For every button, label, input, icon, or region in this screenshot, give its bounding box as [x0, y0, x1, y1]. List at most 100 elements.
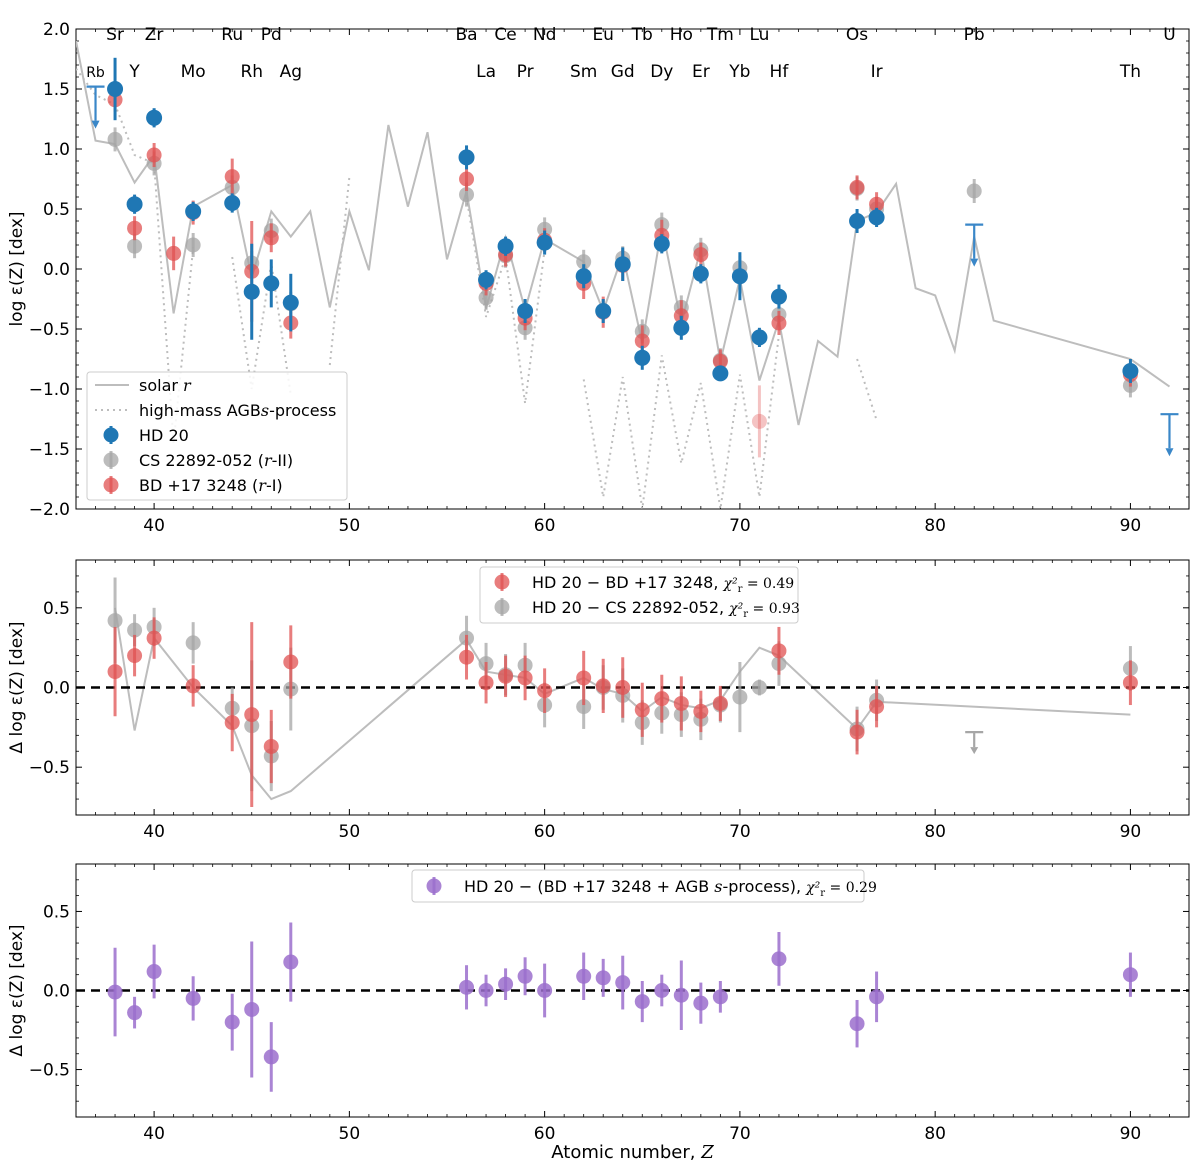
diff-bd17-agb-point [244, 1001, 260, 1017]
hd20-point [712, 365, 729, 382]
element-label-lu: Lu [749, 25, 769, 45]
y-axis-label: Δ log ε(Z) [dex] [7, 621, 27, 753]
diff-bd17-agb-point [869, 989, 885, 1005]
y-tick-label: 2.0 [43, 20, 70, 40]
bd17-point [634, 333, 650, 349]
legend-label: BD +17 3248 (r-I) [139, 476, 283, 495]
bd17-point [263, 230, 279, 246]
hd20-point [126, 196, 143, 213]
x-tick-label: 70 [729, 1124, 751, 1144]
diff-bd17-agb-point [127, 1005, 143, 1021]
series-hd20 [86, 57, 1179, 457]
x-tick-label: 90 [1120, 1124, 1142, 1144]
element-label-ag: Ag [280, 62, 302, 82]
legend-marker [494, 599, 510, 615]
legend-marker [103, 427, 119, 443]
element-label-sr: Sr [106, 25, 124, 45]
legend-marker [103, 477, 119, 493]
diff-bd17-point [185, 678, 201, 694]
diff-bd17-point [849, 724, 865, 740]
bd17-point [712, 353, 728, 369]
legend-box [479, 566, 799, 624]
cs22892-point [966, 183, 982, 199]
element-label-rh: Rh [240, 62, 263, 82]
legend-middle: HD 20 − BD +17 3248, χ²r = 0.49 HD 20 − C… [479, 566, 800, 624]
element-label-pb: Pb [964, 25, 985, 45]
element-label-eu: Eu [592, 25, 614, 45]
x-tick-label: 90 [1120, 822, 1142, 842]
diff-bd17-point [615, 680, 631, 695]
bd17-point [146, 147, 162, 163]
x-axis-label: Atomic number, Z [551, 1142, 714, 1163]
bd17-point [224, 169, 240, 185]
legend-bottom: HD 20 − (BD +17 3248 + AGB s-process), χ… [411, 869, 877, 903]
legend-label: high-mass AGBs-process [139, 401, 336, 420]
diff-bd17-agb-point [849, 1016, 865, 1032]
diff-cs22892-point [732, 689, 748, 705]
diff-bd17-point [1122, 675, 1138, 691]
bd17-point [771, 315, 787, 331]
diff-bd17-point [263, 738, 279, 754]
diff-bd17-point [537, 683, 553, 699]
hd20-point [653, 235, 670, 252]
y-tick-label: −0.5 [29, 320, 70, 340]
element-label-tm: Tm [706, 25, 734, 45]
hd20-point [458, 149, 475, 166]
upper-limit-arrowhead [1165, 448, 1174, 457]
legend-top: solar r high-mass AGBs-process HD 20 CS 228… [86, 371, 348, 501]
element-label-tb: Tb [631, 25, 653, 45]
bd17-point [849, 179, 865, 195]
x-tick-label: 90 [1120, 516, 1142, 536]
diff-cs22892-upper-limit [965, 731, 984, 755]
hd20-point [107, 81, 124, 97]
y-tick-label: 1.5 [43, 80, 70, 100]
element-label-mo: Mo [181, 62, 206, 82]
diff-bd17-point [107, 664, 123, 680]
legend-box [411, 869, 865, 903]
cs22892-point [478, 290, 494, 306]
element-label-gd: Gd [611, 62, 635, 82]
hd20-point [282, 294, 299, 311]
agb-s-process-line [328, 176, 351, 366]
y-tick-label: 0.5 [43, 902, 70, 922]
x-tick-label: 70 [729, 516, 751, 536]
diff-bd17-point [478, 675, 494, 691]
element-label-ba: Ba [455, 25, 477, 45]
top-panel-abundances: 40 50 60 70 80 90 2.0 1.5 1.0 0.5 0.0 −0.5 −1.0 −1.5 −… [7, 20, 1190, 536]
legend-label: CS 22892-052 (r-II) [139, 451, 293, 470]
diff-bd17-agb-point [673, 987, 689, 1003]
element-label-zr: Zr [145, 25, 164, 45]
legend-box [86, 371, 348, 501]
element-label-th: Th [1119, 62, 1141, 82]
diff-bd17-point [146, 630, 162, 646]
y-tick-label: −0.5 [29, 1061, 70, 1081]
bd17-point [166, 245, 182, 261]
diff-bd17-point [712, 695, 728, 711]
x-tick-label: 60 [534, 516, 556, 536]
x-tick-label: 80 [924, 1124, 946, 1144]
element-label-ho: Ho [670, 25, 693, 45]
hd20-point [536, 234, 553, 251]
diff-bd17-agb-point [283, 954, 299, 970]
x-tick-label: 60 [534, 1124, 556, 1144]
diff-bd17-point [459, 649, 475, 665]
y-tick-label: 0.5 [43, 200, 70, 220]
cs22892-point [576, 254, 592, 270]
bottom-panel-residuals: 40 50 60 70 80 90 0.5 0.0 −0.5Δ log ε(Z) [dex] HD… [7, 863, 1190, 1163]
y-axis-label: log ε(Z) [dex] [7, 211, 27, 326]
plot-area [76, 577, 1189, 808]
diff-bd17-point [693, 703, 709, 719]
diff-bd17-point [498, 668, 514, 684]
y-axis-label: Δ log ε(Z) [dex] [7, 924, 27, 1056]
diff-bd17-point [517, 670, 533, 686]
element-label-hf: Hf [770, 62, 790, 82]
upper-limit-arrowhead [970, 258, 979, 267]
plot-area [76, 40, 1179, 509]
diff-bd17-agb-point [263, 1049, 279, 1065]
hd20-point [517, 303, 534, 319]
plot-area [76, 922, 1189, 1092]
diff-bd17-agb-point [185, 990, 201, 1006]
diff-bd17-agb-point [517, 968, 533, 984]
